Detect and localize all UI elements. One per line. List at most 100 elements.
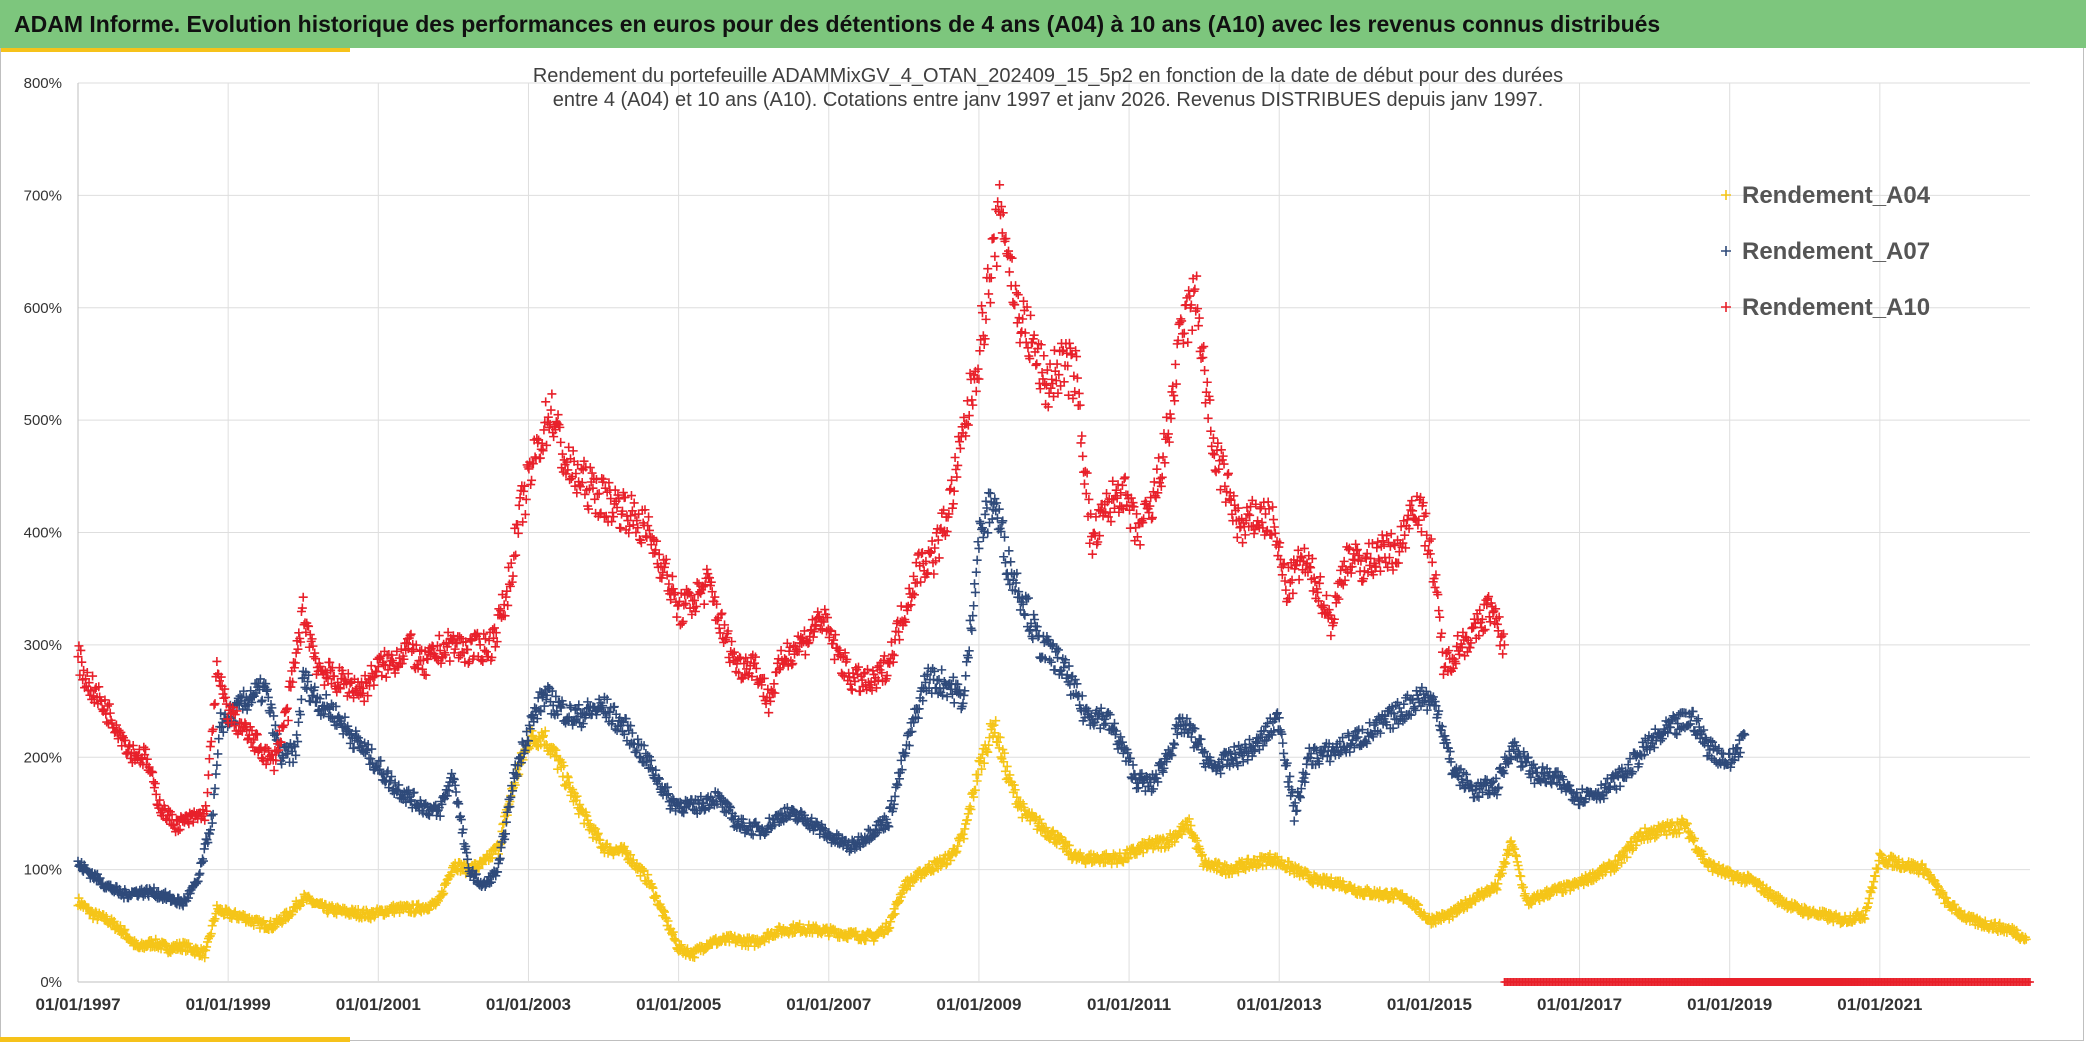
data-point (987, 721, 997, 731)
data-point (966, 623, 976, 633)
data-point (952, 846, 962, 856)
y-tick-label: 500% (24, 412, 62, 429)
data-point (1012, 792, 1022, 802)
data-point (1239, 863, 1249, 873)
data-points (73, 180, 2034, 986)
data-point (481, 647, 491, 657)
data-point (258, 917, 268, 927)
data-point (1547, 779, 1557, 789)
data-point (207, 726, 217, 736)
data-point (438, 890, 448, 900)
data-point (620, 492, 630, 502)
y-tick-label: 400% (24, 525, 62, 542)
data-point (963, 653, 973, 663)
data-point (670, 935, 680, 945)
data-point (1123, 854, 1133, 864)
data-point (472, 862, 482, 872)
data-point (1233, 867, 1243, 877)
x-tick-label: 01/01/2007 (786, 995, 871, 1014)
data-point (205, 742, 215, 752)
data-point (115, 921, 125, 931)
data-point (851, 927, 861, 937)
data-point (369, 912, 379, 922)
data-point (212, 760, 222, 770)
x-tick-label: 01/01/2009 (936, 995, 1021, 1014)
accent-bar-top (0, 48, 350, 52)
data-point (296, 694, 306, 704)
data-point (619, 842, 629, 852)
data-point (958, 829, 968, 839)
data-point (846, 684, 856, 694)
x-tick-label: 01/01/1997 (35, 995, 120, 1014)
data-point (546, 749, 556, 759)
data-point (151, 934, 161, 944)
data-point (210, 783, 220, 793)
data-point (279, 720, 289, 730)
data-point (366, 661, 376, 671)
data-point (149, 783, 159, 793)
data-point (962, 650, 972, 660)
data-point (1197, 851, 1206, 861)
data-point (566, 703, 576, 713)
data-point (506, 792, 516, 802)
data-point (195, 868, 205, 878)
data-point (160, 939, 170, 949)
data-point (1289, 816, 1299, 826)
data-point (978, 532, 988, 542)
axes: 0%100%200%300%400%500%600%700%800%01/01/… (24, 75, 1923, 1014)
data-point (553, 410, 563, 420)
data-point (1197, 850, 1207, 860)
data-point (424, 904, 434, 914)
data-point (888, 910, 898, 920)
data-point (1029, 610, 1039, 620)
data-point (980, 509, 990, 519)
x-tick-label: 01/01/1999 (186, 995, 271, 1014)
data-point (671, 936, 681, 946)
data-point (979, 758, 989, 768)
data-point (1279, 748, 1289, 758)
data-point (585, 463, 595, 473)
data-point (1538, 762, 1548, 772)
data-point (102, 717, 112, 727)
data-point (991, 716, 1001, 726)
data-point (549, 744, 559, 754)
data-point (977, 764, 987, 774)
data-point (1275, 725, 1285, 735)
data-point (648, 883, 658, 893)
data-point (238, 910, 248, 920)
data-point (478, 859, 488, 869)
data-point (403, 901, 413, 911)
x-tick-label: 01/01/2021 (1837, 995, 1922, 1014)
data-point (292, 730, 302, 740)
data-point (659, 906, 669, 916)
data-point (1518, 882, 1528, 892)
data-point (969, 601, 979, 611)
data-point (453, 797, 463, 807)
data-point (210, 699, 220, 709)
data-point (1000, 558, 1010, 568)
data-point (493, 849, 503, 859)
data-point (1220, 860, 1230, 870)
data-point (595, 835, 605, 845)
data-point (109, 916, 119, 926)
data-point (1001, 569, 1011, 579)
data-point (676, 940, 686, 950)
data-point (564, 778, 574, 788)
data-point (538, 732, 548, 742)
data-point (587, 468, 597, 478)
data-point (972, 555, 982, 565)
data-point (928, 864, 938, 874)
data-point (413, 900, 423, 910)
x-tick-label: 01/01/2003 (486, 995, 571, 1014)
data-point (663, 916, 673, 926)
data-point (760, 937, 770, 947)
data-point (626, 850, 636, 860)
data-point (452, 798, 462, 808)
data-point (538, 731, 548, 741)
data-point (652, 891, 662, 901)
data-point (364, 913, 374, 923)
data-point (156, 944, 166, 954)
data-point (962, 657, 972, 667)
data-point (451, 787, 461, 797)
data-point (672, 612, 682, 622)
